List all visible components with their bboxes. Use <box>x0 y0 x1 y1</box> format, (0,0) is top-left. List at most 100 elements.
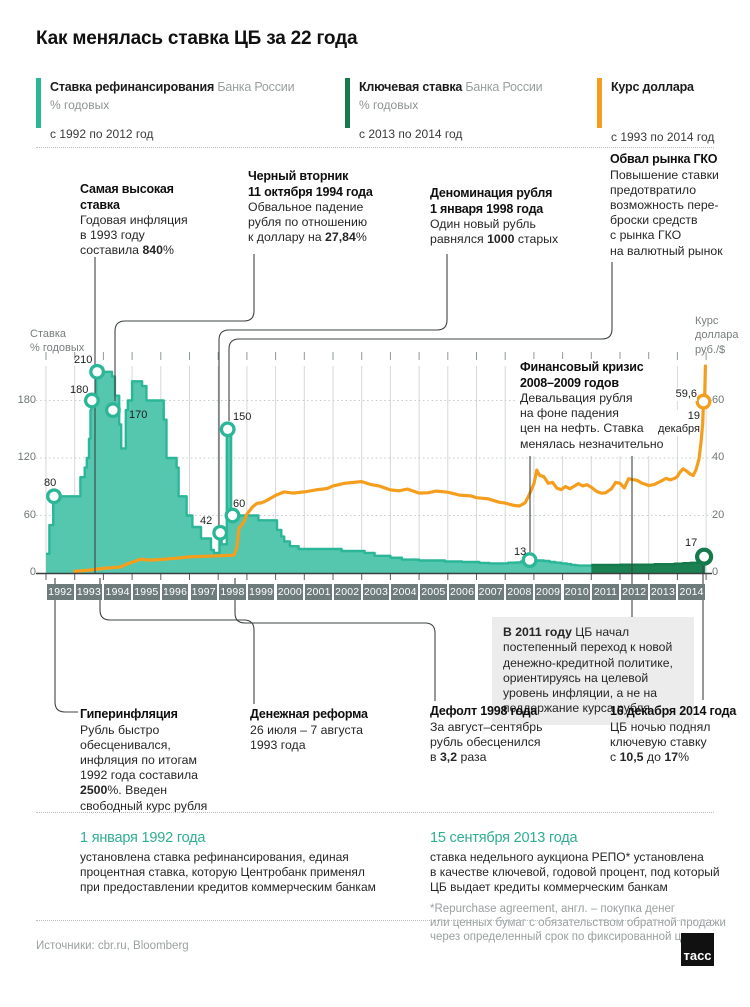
value-label-150: 150 <box>233 411 252 423</box>
data-marker-13 <box>521 552 538 569</box>
annotation-financial-crisis: Финансовый кризис 2008–2009 годов Деваль… <box>515 359 674 456</box>
annotation-text: Годовая инфляция в 1993 году составила 8… <box>80 213 188 258</box>
annotation-gko-crash: Обвал рынка ГКО Повышение ставки предотв… <box>610 152 745 259</box>
legend-swatch-teal <box>36 78 41 128</box>
annotation-hyperinflation: Гиперинфляция Рубль быстро обесценивался… <box>80 707 215 814</box>
connector-monetary-reform <box>99 578 255 704</box>
year-label-2003: 2003 <box>362 584 390 600</box>
legend-label: Ключевая ставка <box>359 80 463 94</box>
data-marker-60 <box>224 507 241 524</box>
value-label-17: 17 <box>685 537 698 549</box>
info-text: ставка недельного аукциона РЕПО* установ… <box>430 850 720 895</box>
data-marker-80 <box>46 488 62 505</box>
right-tick-0: 0 <box>712 566 719 578</box>
legend-period: с 2013 по 2014 год <box>359 127 463 141</box>
annotation-black-tuesday: Черный вторник 11 октября 1994 года Обва… <box>248 169 388 246</box>
separator-bottom <box>36 920 714 921</box>
year-label-2001: 2001 <box>305 584 332 600</box>
right-axis-unit: руб./$ <box>695 344 726 356</box>
value-label-180: 180 <box>70 384 89 396</box>
info-heading: 1 января 1992 года <box>80 830 206 846</box>
year-label-2011: 2011 <box>592 584 619 600</box>
data-marker-170 <box>104 402 121 419</box>
year-label-1996: 1996 <box>161 584 189 600</box>
year-label-2002: 2002 <box>334 584 361 600</box>
year-label-1995: 1995 <box>133 584 160 600</box>
data-marker-17 <box>694 547 714 566</box>
refinancing-rate-area <box>46 371 649 573</box>
year-label-2012: 2012 <box>621 584 648 600</box>
annotation-denomination: Деноминация рубля 1 января 1998 года Оди… <box>430 186 580 247</box>
annotation-text: ЦБ ночью поднял ключевую ставку с 10,5 д… <box>610 719 711 764</box>
annotation-heading: Финансовый кризис 2008–2009 годов <box>520 360 644 390</box>
legend-unit: % годовых <box>50 98 110 112</box>
annotation-heading: Самая высокая ставка <box>80 182 174 212</box>
right-tick-60: 60 <box>712 394 725 406</box>
legend-unit: % годовых <box>359 98 419 112</box>
right-axis-title: Курс доллара <box>695 315 739 341</box>
year-label-2009: 2009 <box>534 584 562 600</box>
year-label-2006: 2006 <box>448 584 476 600</box>
tass-logo: тасс <box>681 933 714 966</box>
year-label-2014: 2014 <box>678 584 705 600</box>
legend-period: с 1993 по 2014 год <box>611 130 715 144</box>
value-label-42: 42 <box>200 515 213 527</box>
year-label-2013: 2013 <box>649 584 677 600</box>
annotation-text: В 2011 году ЦБ начал постепенный переход… <box>503 625 673 716</box>
annotation-text: Девальвация рубля на фоне падения цен на… <box>520 391 664 451</box>
info-refinancing-rate: 1 января 1992 года установлена ставка ре… <box>80 830 410 896</box>
legend-label-suffix: Банка России <box>214 80 295 94</box>
annotation-text: Рубль быстро обесценивался, инфляция по … <box>80 722 208 813</box>
year-label-2005: 2005 <box>420 584 447 600</box>
value-label-19-декабря: 19 декабря <box>648 410 700 436</box>
annotation-heading: Гиперинфляция <box>80 707 178 721</box>
left-tick-180: 180 <box>17 394 36 406</box>
annotation-heading: Дефолт 1998 года <box>430 704 538 718</box>
year-label-1993: 1993 <box>75 584 103 600</box>
value-label-60: 60 <box>233 498 246 510</box>
annotation-text: Один новый рубль равнялся 1000 старых <box>430 217 559 247</box>
annotation-monetary-reform: Денежная реформа 26 июля – 7 августа 199… <box>250 707 390 753</box>
value-label-170: 170 <box>129 409 148 421</box>
legend-swatch-orange <box>597 78 602 128</box>
data-marker-180 <box>83 392 100 409</box>
separator-top <box>36 147 714 148</box>
connector-denomination <box>218 254 448 525</box>
data-marker-210 <box>89 363 106 380</box>
data-marker-150 <box>219 421 236 438</box>
annotation-heading: Обвал рынка ГКО <box>610 152 718 166</box>
legend-period: с 1992 по 2012 год <box>50 127 154 141</box>
annotation-text: 26 июля – 7 августа 1993 года <box>250 722 364 752</box>
annotation-heading: Деноминация рубля 1 января 1998 года <box>430 186 553 216</box>
sources-line: Источники: cbr.ru, Bloomberg <box>36 940 189 952</box>
year-label-1998: 1998 <box>219 584 246 600</box>
connector-black-tuesday <box>114 254 255 401</box>
data-marker-42 <box>212 524 229 541</box>
annotation-2011-policy-box: В 2011 году ЦБ начал постепенный переход… <box>492 617 694 725</box>
data-marker-59,6 (19 декабря) <box>695 393 712 410</box>
annotation-text: Обвальное падение рубля по отношению к д… <box>248 200 368 245</box>
legend-swatch-green <box>345 78 350 128</box>
annotation-heading: 16 декабря 2014 года <box>610 704 737 718</box>
annotation-text: Повышение ставки предотвратило возможнос… <box>610 167 723 258</box>
year-label-2000: 2000 <box>276 584 304 600</box>
annotation-december-2014: 16 декабря 2014 года ЦБ ночью поднял клю… <box>610 704 750 765</box>
year-label-2010: 2010 <box>563 584 591 600</box>
legend-label-suffix: Банка России <box>462 80 543 94</box>
year-label-1994: 1994 <box>104 584 131 600</box>
connector-default-1998 <box>234 578 436 701</box>
annotation-heading: Черный вторник 11 октября 1994 года <box>248 169 373 199</box>
right-tick-20: 20 <box>712 509 725 521</box>
left-axis-title: Ставка % годовых <box>30 328 85 354</box>
right-tick-40: 40 <box>712 451 725 463</box>
year-label-1992: 1992 <box>47 584 74 600</box>
info-text: установлена ставка рефинансирования, еди… <box>80 850 376 895</box>
annotation-text: За август–сентябрь рубль обесценился в 3… <box>430 719 543 764</box>
year-label-2008: 2008 <box>506 584 533 600</box>
connector-hyperinflation <box>54 578 78 713</box>
left-tick-0: 0 <box>29 566 36 578</box>
value-label-59,6: 59,6 <box>655 388 697 401</box>
page-title: Как менялась ставка ЦБ за 22 года <box>36 28 358 49</box>
